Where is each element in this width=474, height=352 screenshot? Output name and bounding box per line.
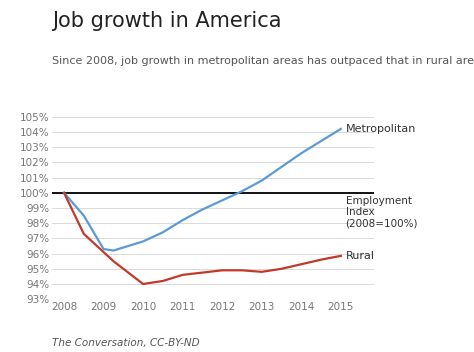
Text: Rural: Rural <box>346 251 374 261</box>
Text: The Conversation, CC-BY-ND: The Conversation, CC-BY-ND <box>52 339 200 348</box>
Text: Job growth in America: Job growth in America <box>52 11 282 31</box>
Text: Metropolitan: Metropolitan <box>346 124 416 134</box>
Text: Since 2008, job growth in metropolitan areas has outpaced that in rural areas.: Since 2008, job growth in metropolitan a… <box>52 56 474 66</box>
Text: Employment
Index
(2008=100%): Employment Index (2008=100%) <box>346 196 418 229</box>
